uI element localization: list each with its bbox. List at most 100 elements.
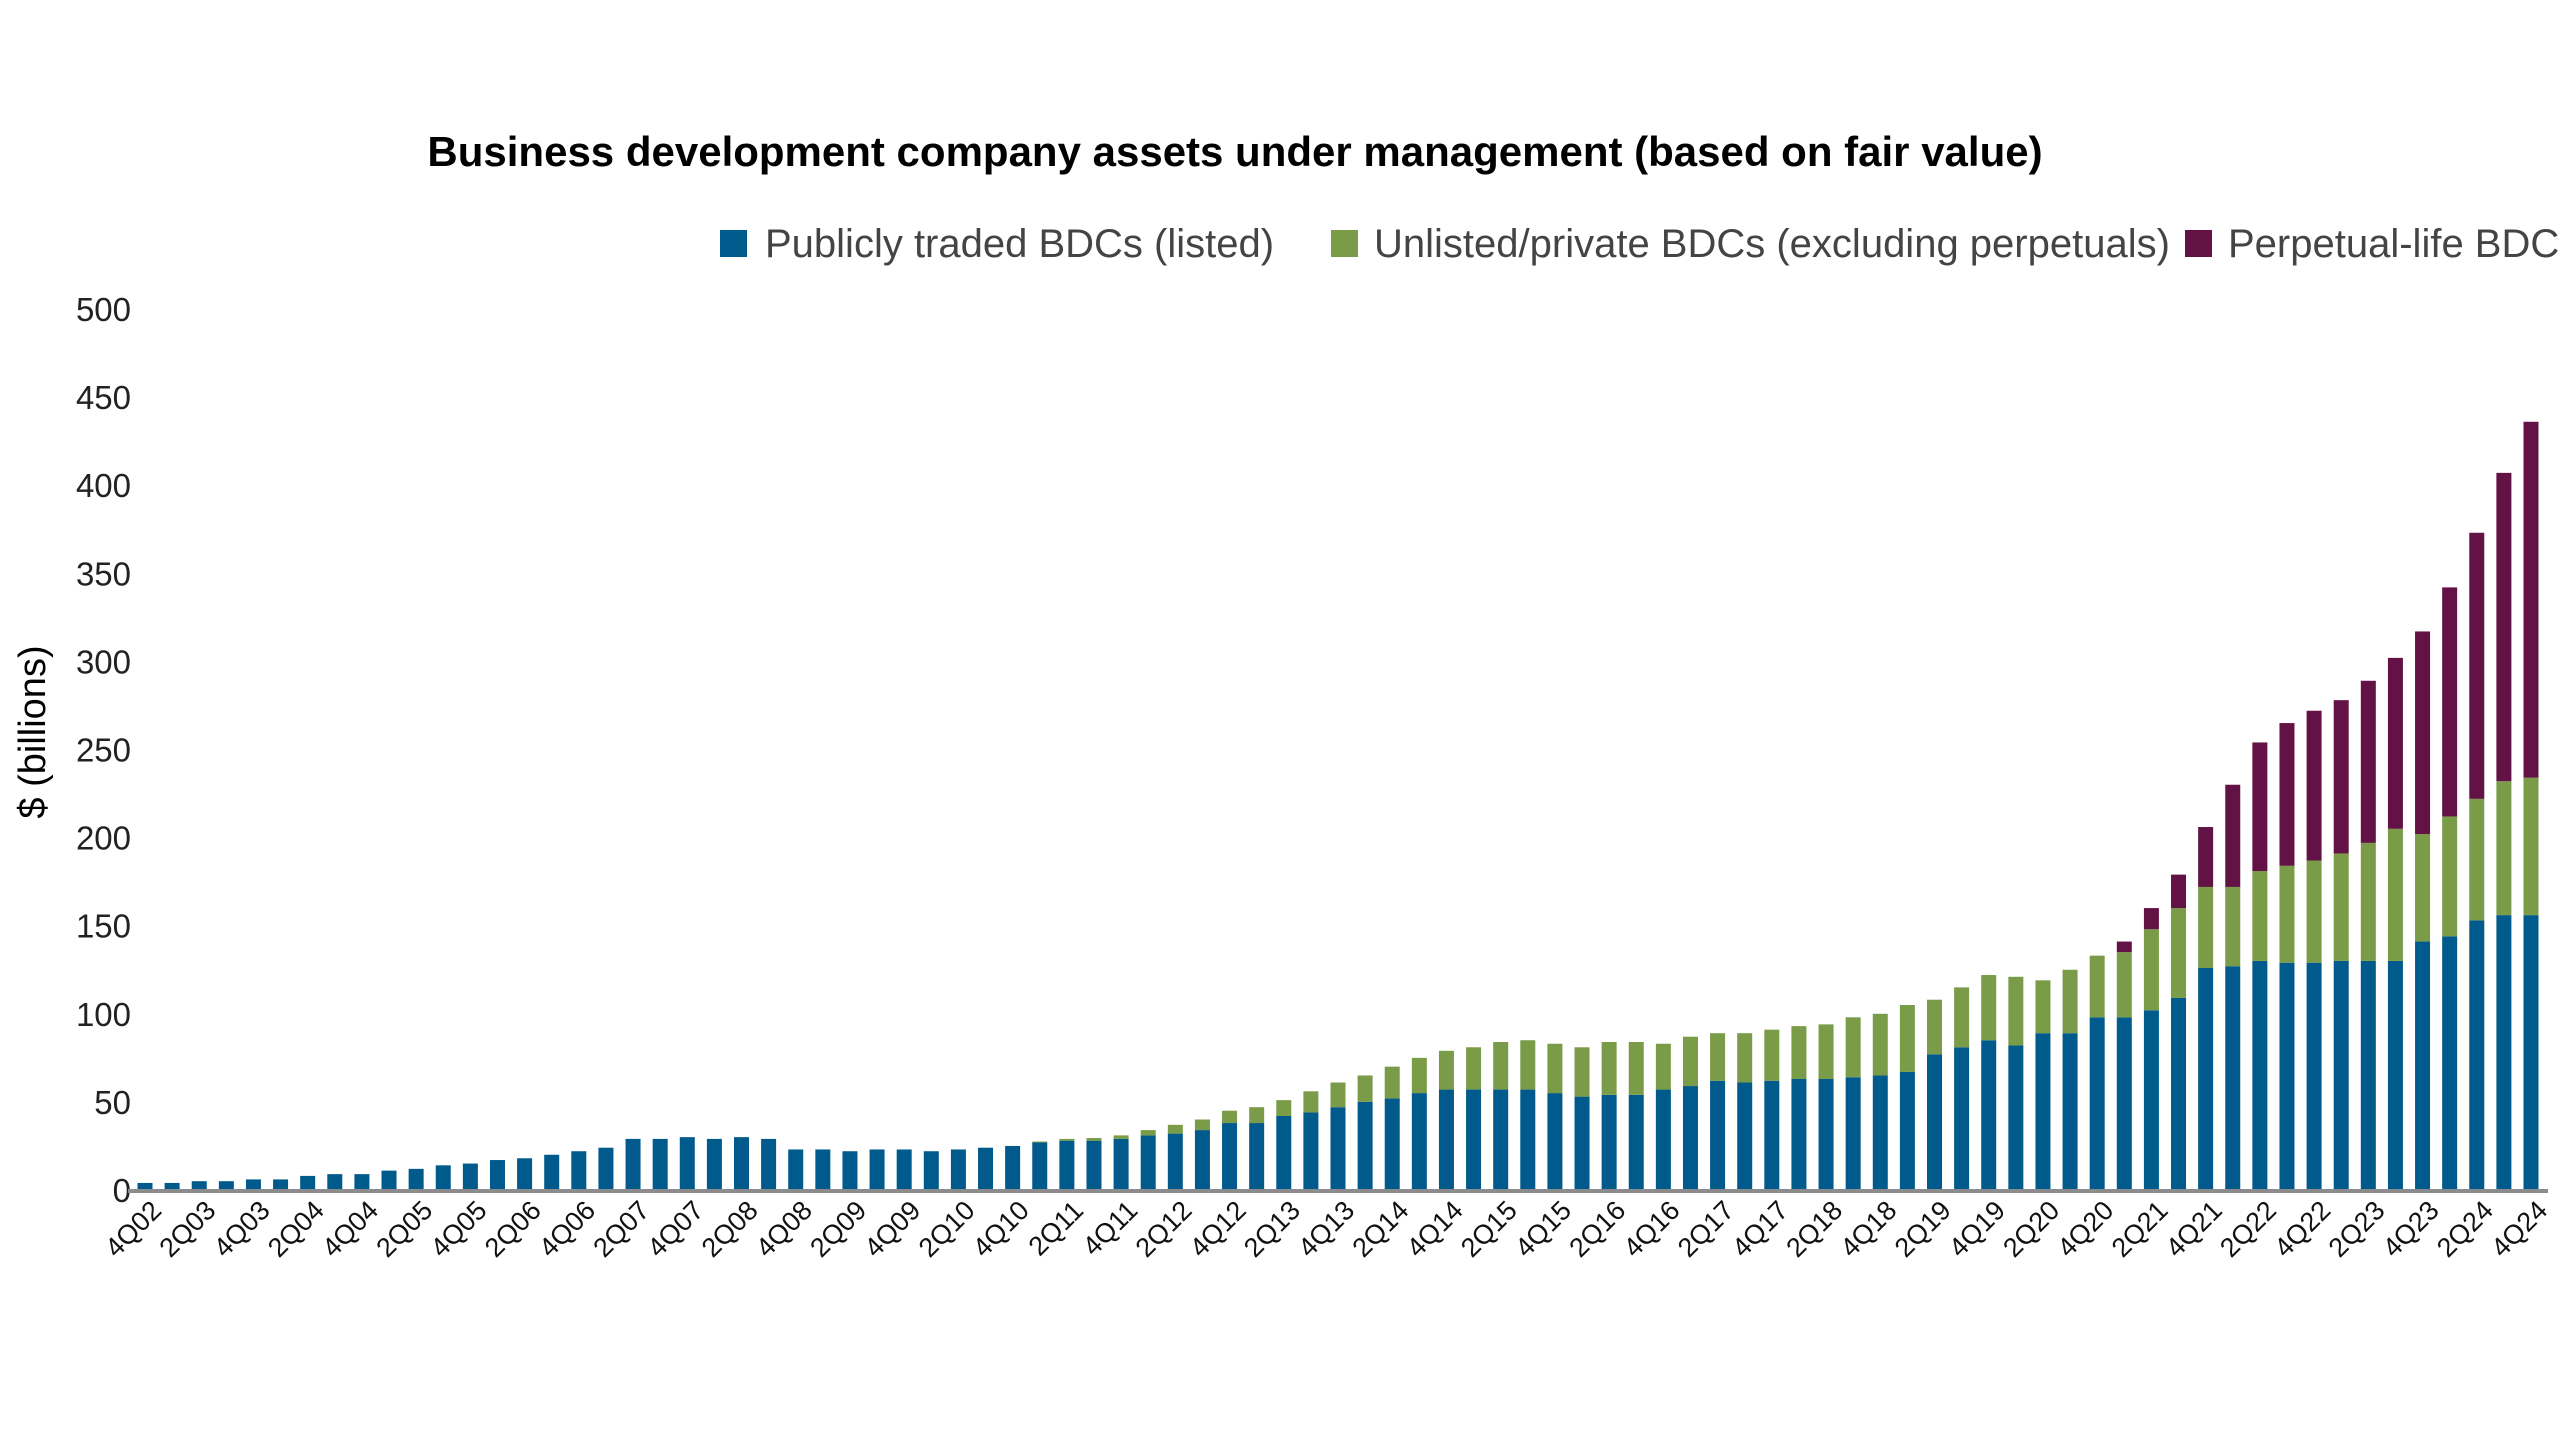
bar-private-1Q23 bbox=[2333, 853, 2349, 961]
x-tick-label: 4Q21 bbox=[2160, 1195, 2228, 1263]
legend-swatch-perpetual bbox=[2185, 230, 2212, 257]
x-tick-label: 2Q03 bbox=[154, 1195, 222, 1263]
x-tick-label: 2Q08 bbox=[696, 1195, 764, 1263]
bar-private-4Q14 bbox=[1438, 1050, 1454, 1090]
y-axis: 0 50 100 150 200 250 300 350 400 450 500 bbox=[76, 291, 131, 1209]
bar-private-4Q20 bbox=[2089, 955, 2105, 1018]
bar-private-4Q15 bbox=[1547, 1043, 1563, 1094]
bar-private-3Q15 bbox=[1520, 1040, 1536, 1090]
legend-swatch-private bbox=[1331, 230, 1358, 257]
bar-public-4Q10 bbox=[1005, 1145, 1021, 1190]
bar-public-3Q03 bbox=[218, 1181, 234, 1190]
bar-public-3Q22 bbox=[2279, 962, 2295, 1190]
bar-private-1Q22 bbox=[2225, 886, 2241, 967]
x-tick-label: 2Q04 bbox=[262, 1195, 330, 1263]
bar-private-1Q24 bbox=[2442, 816, 2458, 937]
bar-private-2Q23 bbox=[2360, 842, 2376, 961]
bar-private-2Q24 bbox=[2469, 798, 2485, 921]
bar-perpetual-2Q22 bbox=[2252, 742, 2268, 872]
bar-perpetual-4Q21 bbox=[2198, 827, 2214, 887]
bar-perpetual-4Q23 bbox=[2415, 631, 2431, 835]
bar-private-3Q16 bbox=[1628, 1041, 1644, 1095]
bar-public-4Q09 bbox=[896, 1149, 912, 1190]
bar-private-3Q12 bbox=[1194, 1119, 1210, 1131]
bar-public-2Q07 bbox=[625, 1138, 641, 1190]
bar-public-3Q05 bbox=[435, 1165, 451, 1190]
bar-private-4Q12 bbox=[1222, 1110, 1238, 1124]
bar-private-3Q23 bbox=[2387, 828, 2403, 961]
x-tick-label: 4Q14 bbox=[1401, 1195, 1469, 1263]
bar-public-1Q08 bbox=[706, 1138, 722, 1190]
bar-perpetual-1Q21 bbox=[2116, 941, 2132, 953]
bar-private-2Q19 bbox=[1927, 999, 1942, 1055]
bar-public-1Q12 bbox=[1140, 1135, 1156, 1190]
bar-public-2Q14 bbox=[1384, 1098, 1400, 1190]
legend-item-perpetual: Perpetual-life BDCs bbox=[2185, 222, 2560, 266]
x-tick-label: 4Q16 bbox=[1618, 1195, 1686, 1263]
x-tick-label: 2Q07 bbox=[587, 1195, 655, 1263]
x-tick-label: 2Q15 bbox=[1455, 1195, 1523, 1263]
bar-public-2Q04 bbox=[300, 1175, 316, 1190]
bar-public-1Q21 bbox=[2116, 1017, 2132, 1190]
bar-public-3Q11 bbox=[1086, 1140, 1102, 1190]
x-tick-label: 2Q22 bbox=[2214, 1195, 2282, 1263]
x-tick-label: 4Q03 bbox=[208, 1195, 276, 1263]
bar-public-2Q16 bbox=[1601, 1094, 1617, 1190]
bar-public-3Q07 bbox=[652, 1138, 668, 1190]
bar-private-3Q17 bbox=[1737, 1033, 1753, 1083]
x-axis: 4Q022Q034Q032Q044Q042Q054Q052Q064Q062Q07… bbox=[99, 1195, 2553, 1263]
x-tick-label: 2Q20 bbox=[1997, 1195, 2065, 1263]
bar-public-3Q08 bbox=[761, 1138, 777, 1190]
x-tick-label: 2Q09 bbox=[804, 1195, 872, 1263]
bar-private-3Q20 bbox=[2062, 969, 2078, 1034]
y-tick-label: 500 bbox=[76, 291, 131, 328]
bar-public-3Q04 bbox=[327, 1174, 343, 1190]
x-tick-label: 2Q12 bbox=[1130, 1195, 1198, 1263]
bar-private-1Q12 bbox=[1140, 1130, 1156, 1136]
bar-public-3Q18 bbox=[1845, 1077, 1861, 1190]
x-tick-label: 4Q22 bbox=[2268, 1195, 2336, 1263]
bar-public-3Q17 bbox=[1737, 1082, 1753, 1190]
bar-public-3Q16 bbox=[1628, 1094, 1644, 1190]
bar-public-3Q06 bbox=[544, 1154, 560, 1190]
bar-public-1Q22 bbox=[2225, 966, 2241, 1190]
x-tick-label: 2Q19 bbox=[1889, 1195, 1957, 1263]
bar-private-1Q13 bbox=[1249, 1107, 1265, 1124]
bar-public-1Q15 bbox=[1466, 1089, 1482, 1190]
bar-public-2Q09 bbox=[842, 1151, 858, 1190]
bar-perpetual-2Q24 bbox=[2469, 532, 2485, 799]
bar-private-4Q16 bbox=[1655, 1043, 1671, 1090]
bar-public-2Q12 bbox=[1167, 1133, 1183, 1190]
bar-private-4Q18 bbox=[1872, 1013, 1888, 1076]
bar-public-3Q21 bbox=[2171, 997, 2187, 1190]
bar-public-1Q07 bbox=[598, 1147, 614, 1190]
x-tick-label: 4Q15 bbox=[1509, 1195, 1577, 1263]
bar-private-1Q17 bbox=[1682, 1036, 1698, 1087]
bar-private-3Q22 bbox=[2279, 865, 2295, 963]
y-tick-label: 350 bbox=[76, 555, 131, 592]
x-tick-label: 4Q02 bbox=[99, 1195, 167, 1263]
bar-public-1Q16 bbox=[1574, 1096, 1590, 1190]
bar-private-1Q18 bbox=[1791, 1026, 1807, 1079]
y-tick-label: 0 bbox=[113, 1172, 131, 1209]
bar-private-3Q13 bbox=[1303, 1091, 1319, 1113]
bar-public-4Q07 bbox=[679, 1137, 695, 1190]
bar-public-4Q13 bbox=[1330, 1107, 1346, 1190]
bar-public-4Q15 bbox=[1547, 1093, 1563, 1190]
legend-label-perpetual: Perpetual-life BDCs bbox=[2228, 222, 2560, 266]
y-tick-label: 200 bbox=[76, 820, 131, 857]
x-tick-label: 2Q06 bbox=[479, 1195, 547, 1263]
bar-public-4Q02 bbox=[137, 1182, 153, 1190]
legend-item-private: Unlisted/private BDCs (excluding perpetu… bbox=[1331, 222, 2170, 266]
bar-private-4Q13 bbox=[1330, 1082, 1346, 1108]
x-tick-label: 2Q13 bbox=[1238, 1195, 1306, 1263]
bar-public-3Q20 bbox=[2062, 1033, 2078, 1190]
bar-perpetual-3Q22 bbox=[2279, 723, 2295, 866]
bar-public-1Q03 bbox=[164, 1182, 180, 1190]
bar-public-3Q13 bbox=[1303, 1112, 1319, 1190]
x-tick-label: 2Q24 bbox=[2431, 1195, 2499, 1263]
bar-private-2Q17 bbox=[1710, 1033, 1726, 1081]
x-tick-label: 4Q19 bbox=[1943, 1195, 2011, 1263]
bar-public-4Q05 bbox=[462, 1163, 478, 1190]
bar-public-2Q19 bbox=[1927, 1054, 1942, 1190]
